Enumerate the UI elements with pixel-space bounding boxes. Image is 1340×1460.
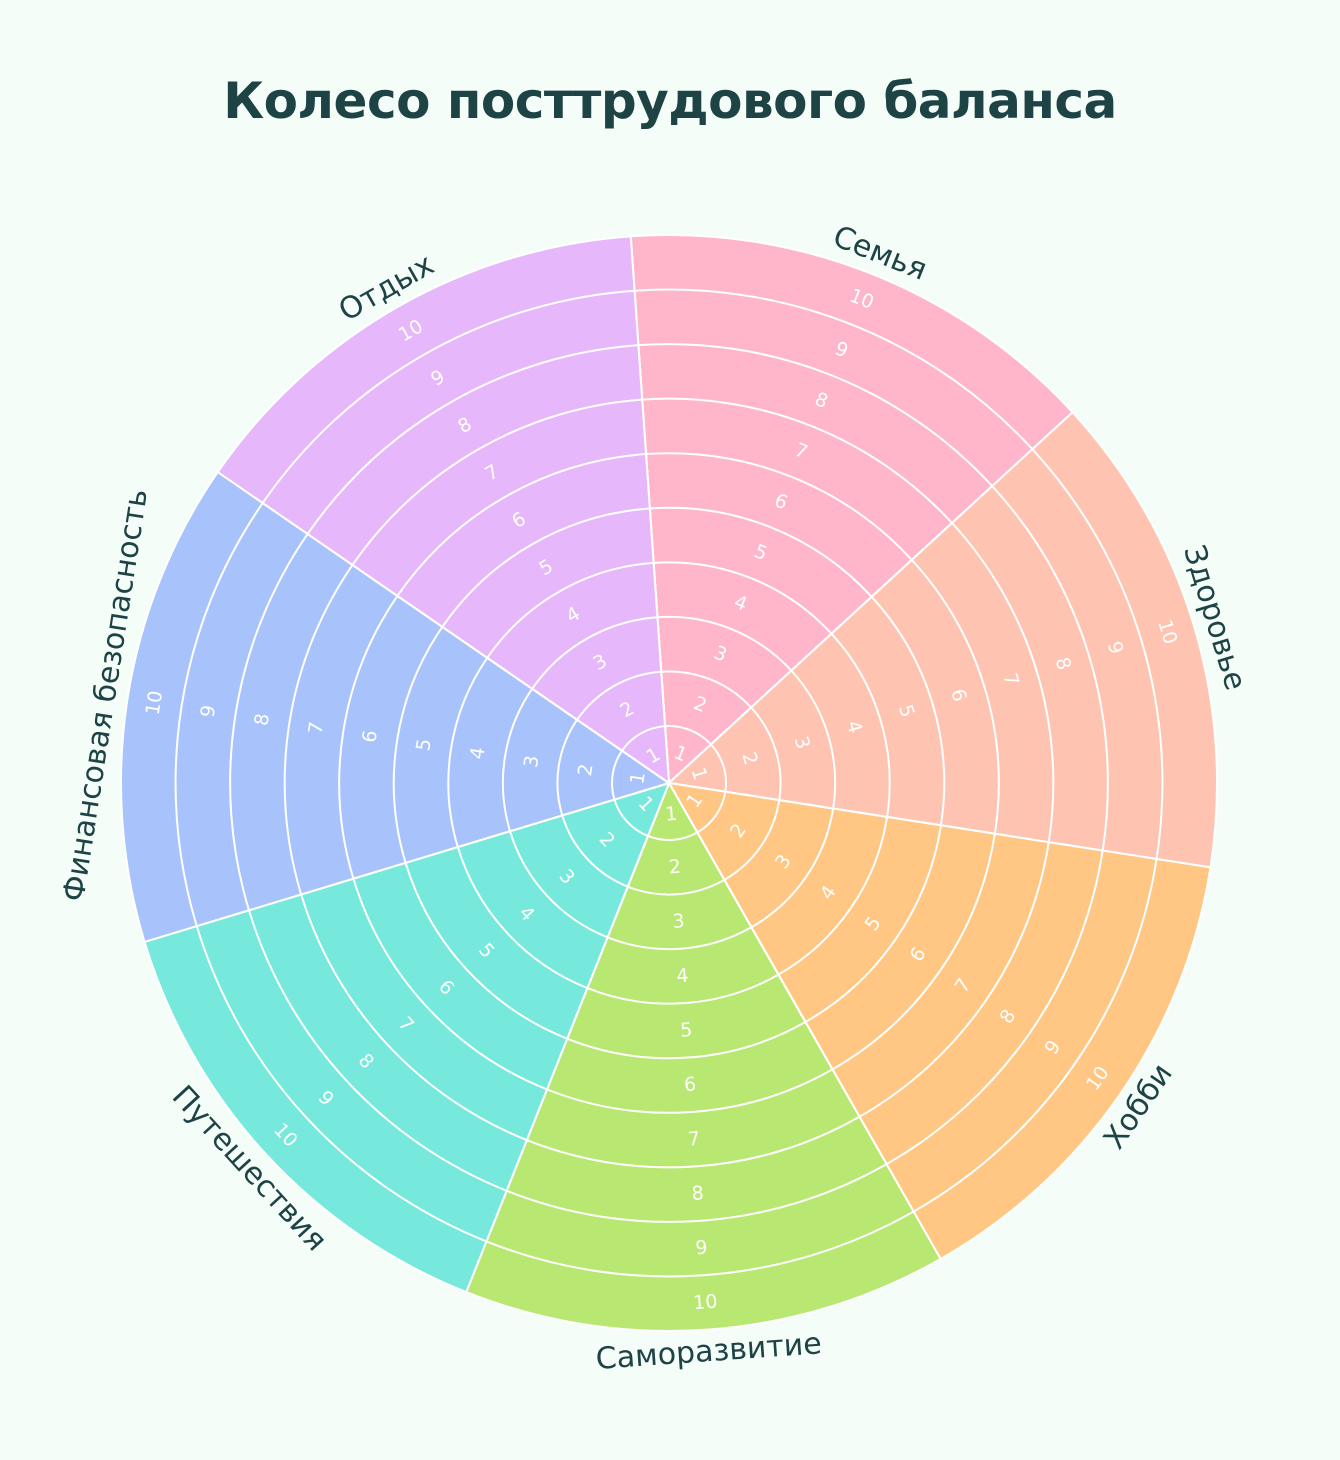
sector-6-level-label: 8 xyxy=(250,712,274,727)
sector-4[interactable]: 1 2 3 4 5 6 7 8 9 10 Саморазвитие xyxy=(464,780,942,1377)
sector-4-level-label: 8 xyxy=(691,1182,705,1205)
sector-4-label: Саморазвитие xyxy=(595,1326,823,1377)
sector-4-level-label: 7 xyxy=(687,1128,701,1151)
sector-6-level-label: 10 xyxy=(142,689,167,716)
sector-4-level-label: 2 xyxy=(668,856,682,879)
sector-4-level-label: 9 xyxy=(695,1237,709,1260)
sector-6-level-label: 5 xyxy=(412,737,436,752)
sector-4-level-label: 5 xyxy=(680,1019,694,1042)
sector-6-level-label: 9 xyxy=(197,704,221,719)
sector-6-level-label: 6 xyxy=(358,729,382,744)
sector-6-level-label: 2 xyxy=(574,762,598,777)
sector-6-level-label: 1 xyxy=(626,771,650,786)
sector-6-level-label: 3 xyxy=(520,754,544,769)
sector-7-ring-1[interactable] xyxy=(620,725,671,786)
sector-4-level-label: 1 xyxy=(664,803,678,826)
page-title: Колесо посттрудового баланса xyxy=(223,72,1117,130)
sector-4-level-label: 6 xyxy=(683,1073,697,1096)
sector-6-level-label: 4 xyxy=(466,746,490,761)
sector-4-level-label: 3 xyxy=(672,910,686,933)
sector-4-level-label: 10 xyxy=(692,1291,718,1315)
sector-4-level-label: 4 xyxy=(676,965,690,988)
sector-6-level-label: 7 xyxy=(304,720,328,735)
